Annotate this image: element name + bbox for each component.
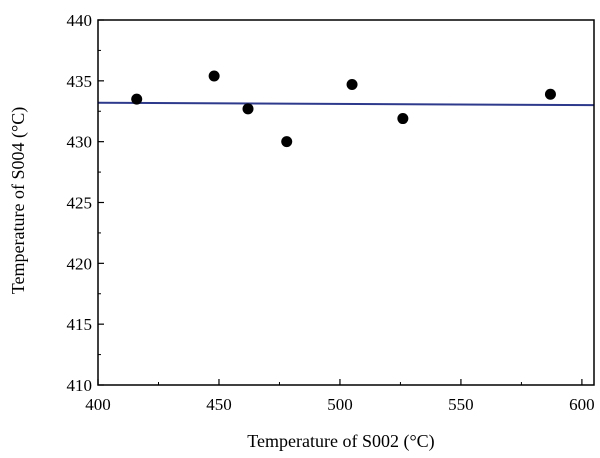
y-tick-label: 440 bbox=[67, 11, 93, 30]
x-axis-title: Temperature of S002 (°C) bbox=[247, 431, 434, 452]
data-point-7 bbox=[544, 88, 556, 100]
y-tick-label: 415 bbox=[67, 315, 93, 334]
y-axis-title: Temperature of S004 (°C) bbox=[8, 107, 29, 294]
fit-line bbox=[97, 101, 595, 107]
x-tick-label: 550 bbox=[448, 395, 474, 414]
x-axis-ticks: 400 450 500 550 600 bbox=[85, 379, 595, 414]
x-tick-label: 400 bbox=[85, 395, 111, 414]
plot-content bbox=[97, 70, 595, 148]
x-tick-label: 500 bbox=[327, 395, 353, 414]
data-point-6 bbox=[397, 113, 409, 125]
y-tick-label: 435 bbox=[67, 72, 93, 91]
y-tick-label: 430 bbox=[67, 133, 93, 152]
data-point-1 bbox=[131, 93, 143, 105]
y-tick-label: 420 bbox=[67, 254, 93, 273]
y-axis-ticks: 410 415 420 425 430 435 440 bbox=[67, 11, 104, 395]
y-tick-label: 425 bbox=[67, 194, 93, 213]
plot-frame bbox=[97, 19, 595, 386]
data-point-4 bbox=[281, 136, 293, 148]
data-point-5 bbox=[346, 78, 358, 90]
x-tick-label: 600 bbox=[569, 395, 595, 414]
data-point-3 bbox=[242, 103, 254, 115]
data-point-2 bbox=[208, 70, 220, 82]
x-tick-label: 450 bbox=[206, 395, 232, 414]
y-tick-label: 410 bbox=[67, 376, 93, 395]
